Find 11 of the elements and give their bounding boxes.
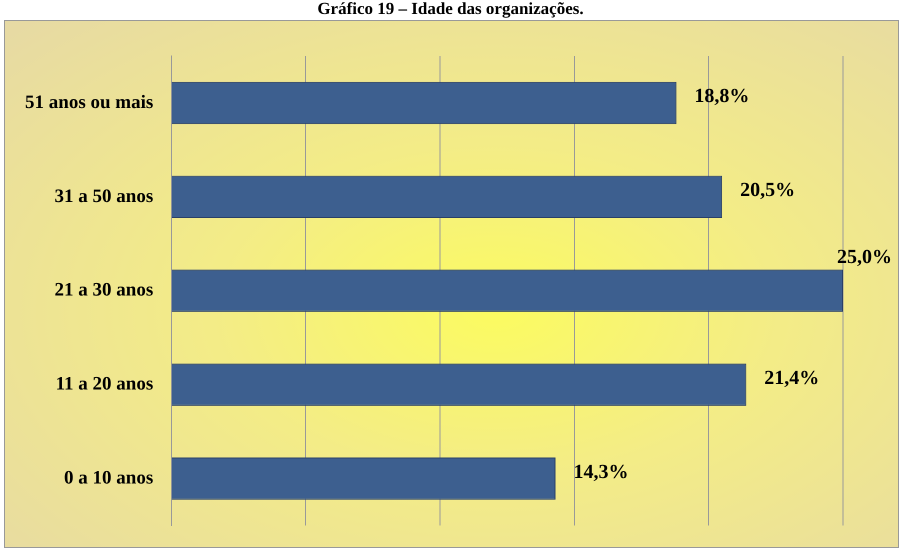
data-label: 25,0% bbox=[837, 246, 892, 268]
y-tick-label: 21 a 30 anos bbox=[54, 280, 154, 301]
y-tick-label: 0 a 10 anos bbox=[64, 468, 154, 489]
data-label: 21,4% bbox=[764, 366, 820, 389]
chart-title: Gráfico 19 – Idade das organizações. bbox=[316, 0, 585, 18]
y-tick-label: 11 a 20 anos bbox=[56, 374, 154, 395]
data-label: 18,8% bbox=[694, 85, 750, 108]
data-label: 20,5% bbox=[740, 179, 796, 202]
y-tick-label: 51 anos ou mais bbox=[24, 92, 154, 113]
y-tick-label: 31 a 50 anos bbox=[54, 186, 154, 207]
data-label: 14,3% bbox=[574, 460, 629, 483]
